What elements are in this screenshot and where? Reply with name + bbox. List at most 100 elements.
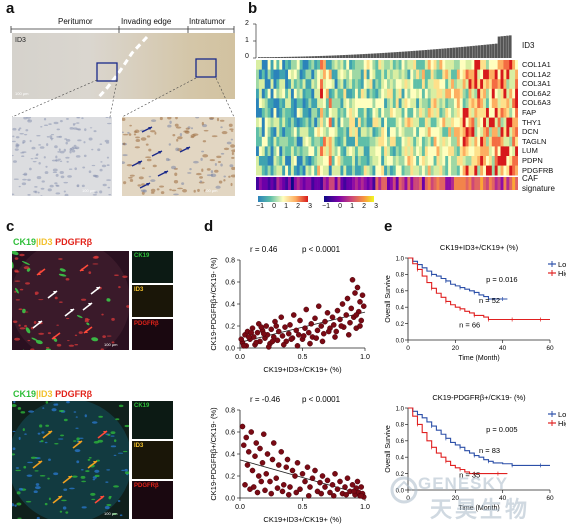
heatmap-cell [267, 79, 271, 90]
heatmap-cell [322, 88, 327, 99]
heatmap-cell [509, 60, 513, 70]
heatmap-cell [506, 69, 510, 80]
heatmap-cell [258, 69, 263, 80]
scatter-point [268, 490, 275, 497]
heatmap-cell [392, 165, 397, 176]
y-tick-label: 0.0 [396, 488, 405, 494]
heatmap-cell [503, 127, 507, 138]
heatmap-cell [494, 136, 498, 147]
heatmap-cell [462, 79, 466, 90]
y-axis-label: CK19-PDGFRβ+/CK19- (%) [209, 257, 218, 351]
ck19-signal [39, 424, 43, 428]
heatmap-cell [465, 146, 469, 157]
heatmap-cell [509, 136, 513, 147]
ck19-signal [39, 474, 46, 477]
tissue-cell [140, 137, 147, 141]
heatmap-cell [258, 60, 263, 70]
tissue-cell [223, 175, 227, 178]
heatmap-cell [424, 98, 429, 109]
heatmap-cell [424, 60, 429, 70]
heatmap-cell [378, 127, 382, 138]
ck19-signal [28, 410, 35, 413]
heatmap-cell [293, 127, 298, 138]
tissue-cell [214, 163, 217, 166]
ck19-signal [91, 421, 98, 424]
caf-cell [462, 177, 466, 190]
heatmap-cell [483, 136, 487, 147]
scale-bar-overview: 100 μm [15, 91, 29, 96]
tissue-nucleus [23, 133, 28, 136]
scatter-point [285, 330, 292, 337]
heatmap-cell [413, 136, 417, 147]
heatmap-cell [477, 127, 481, 138]
ck19-signal [20, 411, 26, 414]
scatter-point [260, 431, 267, 438]
pdgfrb-signal [23, 266, 30, 270]
tissue-cell [214, 169, 219, 173]
tissue-nucleus [59, 120, 63, 123]
heatmap-cell [436, 117, 440, 128]
heatmap-cell [288, 108, 292, 118]
ck19-signal [112, 512, 117, 515]
tissue-nucleus [63, 181, 68, 184]
id3-bar [280, 56, 284, 58]
caf-cell [483, 177, 487, 190]
tissue-nucleus [45, 165, 48, 168]
heatmap-cell [340, 60, 344, 70]
heatmap-cell [285, 146, 289, 157]
heatmap-cell [363, 69, 367, 80]
ck19-signal [45, 348, 51, 350]
scatter-point [312, 467, 318, 474]
heatmap-cell [352, 108, 356, 118]
scatter-point [308, 321, 315, 327]
heatmap-cell [270, 60, 274, 70]
ck19-signal [12, 261, 14, 269]
heatmap-cell [483, 108, 487, 118]
heatmap-cell [416, 98, 420, 109]
scatter-point [269, 338, 276, 345]
scatter-point [254, 329, 261, 336]
pdgfrb-signal [19, 327, 26, 330]
id3-tick-0: 0 [245, 53, 249, 60]
scatter-point [279, 488, 286, 495]
heatmap-cell [299, 79, 303, 90]
id3-bar [444, 48, 447, 58]
y-tick-label: 0.8 [396, 273, 405, 279]
ck19-signal [113, 485, 119, 488]
heatmap-cell [485, 79, 490, 90]
heatmap-cell [404, 117, 408, 128]
tissue-nucleus [60, 175, 65, 179]
heatmap-cell [346, 79, 350, 90]
caf-cell [419, 177, 423, 190]
scatter-point [343, 312, 350, 318]
arrowhead [146, 183, 150, 186]
heatmap-cell [395, 136, 399, 147]
heatmap-cell [322, 136, 327, 147]
heatmap-cell [413, 108, 417, 118]
heatmap-cell [381, 117, 385, 128]
tissue-nucleus [77, 117, 81, 119]
tissue-cell [145, 143, 149, 146]
tissue-nucleus [68, 168, 73, 170]
heatmap-cell [515, 156, 518, 166]
heatmap-cell [302, 127, 306, 138]
tissue-nucleus [49, 184, 54, 188]
ck19-signal [30, 456, 36, 459]
tissue-cell [179, 132, 183, 137]
heatmap-cell [430, 79, 434, 90]
heatmap-cell [471, 156, 475, 166]
heatmap-cell [398, 165, 402, 176]
heatmap-cell [500, 117, 504, 128]
tissue-cell [159, 185, 165, 188]
heatmap-cell [465, 108, 469, 118]
heatmap-cell [337, 117, 341, 128]
heatmap-cell [352, 117, 356, 128]
tissue-cell [201, 168, 204, 172]
heatmap-cell [288, 127, 292, 138]
arrowhead [78, 441, 82, 444]
heatmap-cell [293, 69, 298, 80]
heatmap-cell [512, 146, 516, 157]
ck19-signal [76, 460, 80, 464]
tissue-nucleus [63, 190, 66, 193]
tissue-nucleus [13, 178, 19, 180]
